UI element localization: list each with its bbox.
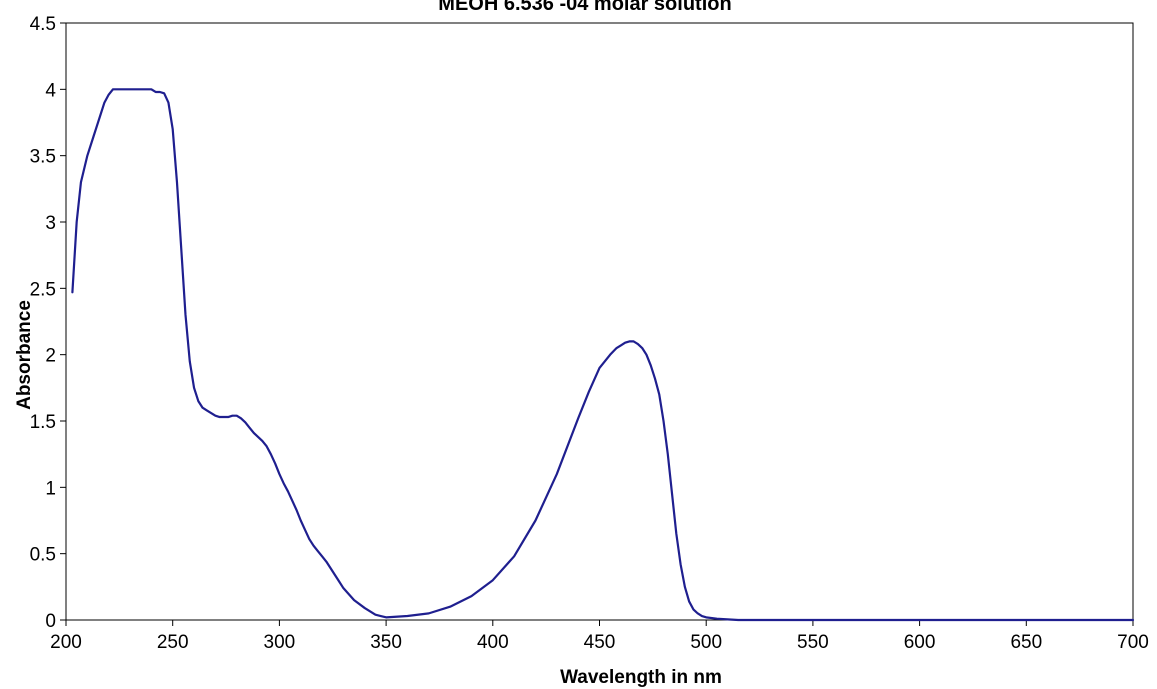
x-axis-title: Wavelength in nm [560,667,722,688]
x-tick-label: 400 [477,632,509,653]
x-tick-label: 450 [584,632,616,653]
y-tick-label: 4 [45,80,56,101]
y-axis-title: Absorbance [14,300,35,410]
x-tick-label: 500 [690,632,722,653]
x-axis: 200 250 300 350 400 450 500 550 600 650 700 [50,620,1149,653]
x-tick-label: 350 [370,632,402,653]
y-tick-label: 0.5 [30,545,56,566]
y-axis: 0 0.5 1 1.5 2 2.5 3 3.5 4 4.5 [30,14,66,632]
chart-title: MEOH 6.536 -04 molar solution [438,0,731,15]
x-tick-label: 550 [797,632,829,653]
x-tick-label: 700 [1117,632,1149,653]
y-tick-label: 4.5 [30,14,56,35]
y-tick-label: 0 [45,611,56,632]
x-tick-label: 250 [157,632,189,653]
y-tick-label: 1 [45,478,56,499]
y-tick-label: 3.5 [30,147,56,168]
x-tick-label: 300 [264,632,296,653]
plot-area [65,22,1134,621]
y-tick-label: 1.5 [30,412,56,433]
y-tick-label: 2.5 [30,279,56,300]
absorbance-spectrum-line [71,88,1135,622]
y-tick-label: 2 [45,346,56,367]
x-tick-label: 200 [50,632,82,653]
y-tick-label: 3 [45,213,56,234]
x-tick-label: 600 [904,632,936,653]
x-tick-label: 650 [1010,632,1042,653]
